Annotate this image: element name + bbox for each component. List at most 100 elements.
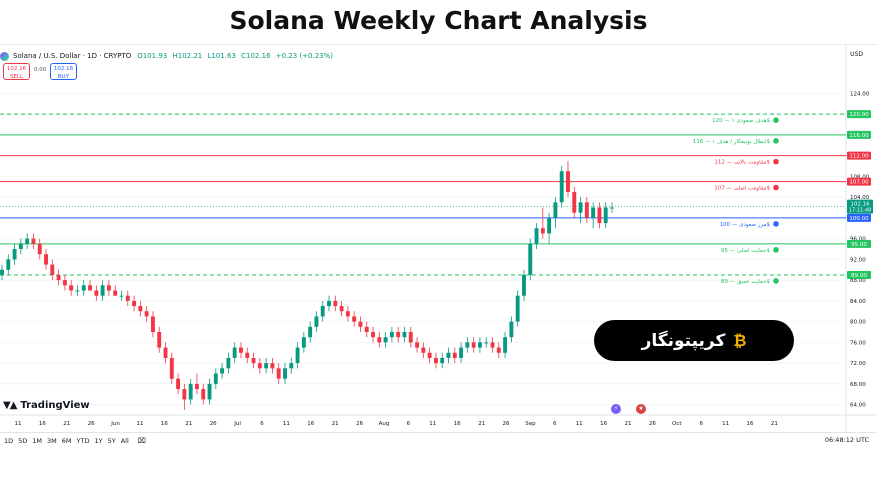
candle-body <box>157 332 162 348</box>
level-marker-icon <box>773 138 779 144</box>
tradingview-mark-icon: ▼▲ <box>3 400 17 411</box>
event-flag-icon[interactable]: ⚡ <box>611 404 621 414</box>
chart-frame <box>0 44 877 493</box>
level-label: مقاومت بالایی — 112$ <box>714 160 770 166</box>
candle-body <box>440 357 445 364</box>
x-tick-label: 26 <box>88 421 95 427</box>
candle-body <box>490 342 495 348</box>
x-tick-label: 16 <box>161 421 168 427</box>
y-tick-label: 108.00 <box>850 174 870 180</box>
candle-body <box>182 389 187 400</box>
candle-body <box>352 316 357 322</box>
level-price-tag-label: 120.00 <box>849 112 869 118</box>
badge-text: کریپتونگار <box>641 330 726 351</box>
currency-label[interactable]: USD <box>850 51 863 58</box>
candle-body <box>547 217 552 234</box>
candle-body <box>56 274 61 281</box>
x-tick-label: 11 <box>137 421 144 427</box>
timeframe-5y[interactable]: 5Y <box>107 436 116 445</box>
candle-body <box>81 285 86 291</box>
candle-body <box>402 332 407 338</box>
timeframe-1d[interactable]: 1D <box>4 436 14 445</box>
candle-body <box>289 363 294 369</box>
sell-button[interactable]: 102.16 SELL <box>3 63 30 80</box>
cryptonegar-badge: کریپتونگار ₿ <box>594 320 794 361</box>
candle-body <box>465 342 470 348</box>
candle-body <box>144 311 149 317</box>
x-tick-label: 6 <box>699 421 703 427</box>
candle-body <box>169 357 174 379</box>
tradingview-logo[interactable]: ▼▲ TradingView <box>3 400 90 411</box>
candle-body <box>566 171 570 192</box>
calendar-icon[interactable]: ⌧ <box>137 436 146 445</box>
current-price-label: 102.16 <box>850 202 870 208</box>
y-tick-label: 88.00 <box>850 278 866 284</box>
sell-label: SELL <box>9 74 24 80</box>
candle-body <box>125 295 130 301</box>
candle-body <box>345 311 350 317</box>
candle-body <box>201 389 206 400</box>
x-tick-label: 16 <box>307 421 314 427</box>
x-tick-label: 21 <box>63 421 70 427</box>
level-label: حمایت اصلی — 95$ <box>721 248 771 254</box>
candle-body <box>94 290 99 296</box>
candle-body <box>119 295 124 297</box>
candle-body <box>496 347 501 353</box>
y-tick-label: 96.00 <box>850 237 866 243</box>
candle-body <box>283 368 287 379</box>
level-price-tag <box>847 239 871 248</box>
timeframe-all[interactable]: All <box>120 436 129 445</box>
candle-body <box>572 191 577 213</box>
candle-body <box>232 347 237 358</box>
price-chart[interactable]: 64.00 68.00 72.00 76.00 80.00 84.00 88.00 92.00… <box>0 44 877 432</box>
candle-body <box>327 300 331 307</box>
candle-body <box>44 254 48 265</box>
level-price-tag-label: 116.00 <box>849 133 869 139</box>
candle-body <box>106 285 111 291</box>
timeframe-ytd[interactable]: YTD <box>76 436 90 445</box>
candle-body <box>471 342 476 348</box>
candle-body <box>132 300 137 307</box>
timeframe-3m[interactable]: 3M <box>47 436 57 445</box>
candle-body <box>37 243 42 255</box>
x-tick-label: 11 <box>429 421 436 427</box>
candle-body <box>320 306 325 317</box>
us-flag-icon[interactable]: ★ <box>636 404 646 414</box>
solana-logo-icon <box>0 51 9 61</box>
candle-body <box>559 171 564 203</box>
candle-body <box>75 290 80 292</box>
x-tick-label: 6 <box>553 421 557 427</box>
y-tick-label: 104.00 <box>850 195 870 201</box>
buy-button[interactable]: 102.16 BUY <box>50 63 77 80</box>
x-tick-label: 21 <box>771 421 778 427</box>
candle-body <box>245 352 250 358</box>
candle-body <box>25 238 30 244</box>
x-tick-label: Aug <box>379 421 390 427</box>
candle-body <box>427 352 432 358</box>
candle-body <box>377 337 382 343</box>
candle-body <box>339 306 344 312</box>
candle-body <box>251 357 256 364</box>
candle-body <box>31 238 36 244</box>
x-tick-label: Oct <box>672 421 682 427</box>
x-tick-label: Jul <box>233 421 241 427</box>
x-tick-label: 6 <box>407 421 411 427</box>
timeframe-1y[interactable]: 1Y <box>94 436 103 445</box>
timeframe-5d[interactable]: 5D <box>18 436 28 445</box>
y-tick-label: 76.00 <box>850 340 866 346</box>
candle-body <box>239 347 243 353</box>
timeframe-1m[interactable]: 1M <box>32 436 43 445</box>
y-tick-label: 84.00 <box>850 299 866 305</box>
candle-body <box>194 383 199 390</box>
candle-body <box>18 243 23 249</box>
candle-body <box>138 306 143 312</box>
timeframe-6m[interactable]: 6M <box>61 436 72 445</box>
candle-body <box>522 274 526 296</box>
x-tick-label: 16 <box>747 421 754 427</box>
x-tick-label: 16 <box>39 421 46 427</box>
symbol-label[interactable]: Solana / U.S. Dollar · 1D · CRYPTO <box>13 52 132 60</box>
candle-body <box>578 202 583 213</box>
utc-clock: 06:48:12 UTC <box>824 436 869 444</box>
candle-body <box>12 249 17 260</box>
candle-body <box>446 352 451 358</box>
